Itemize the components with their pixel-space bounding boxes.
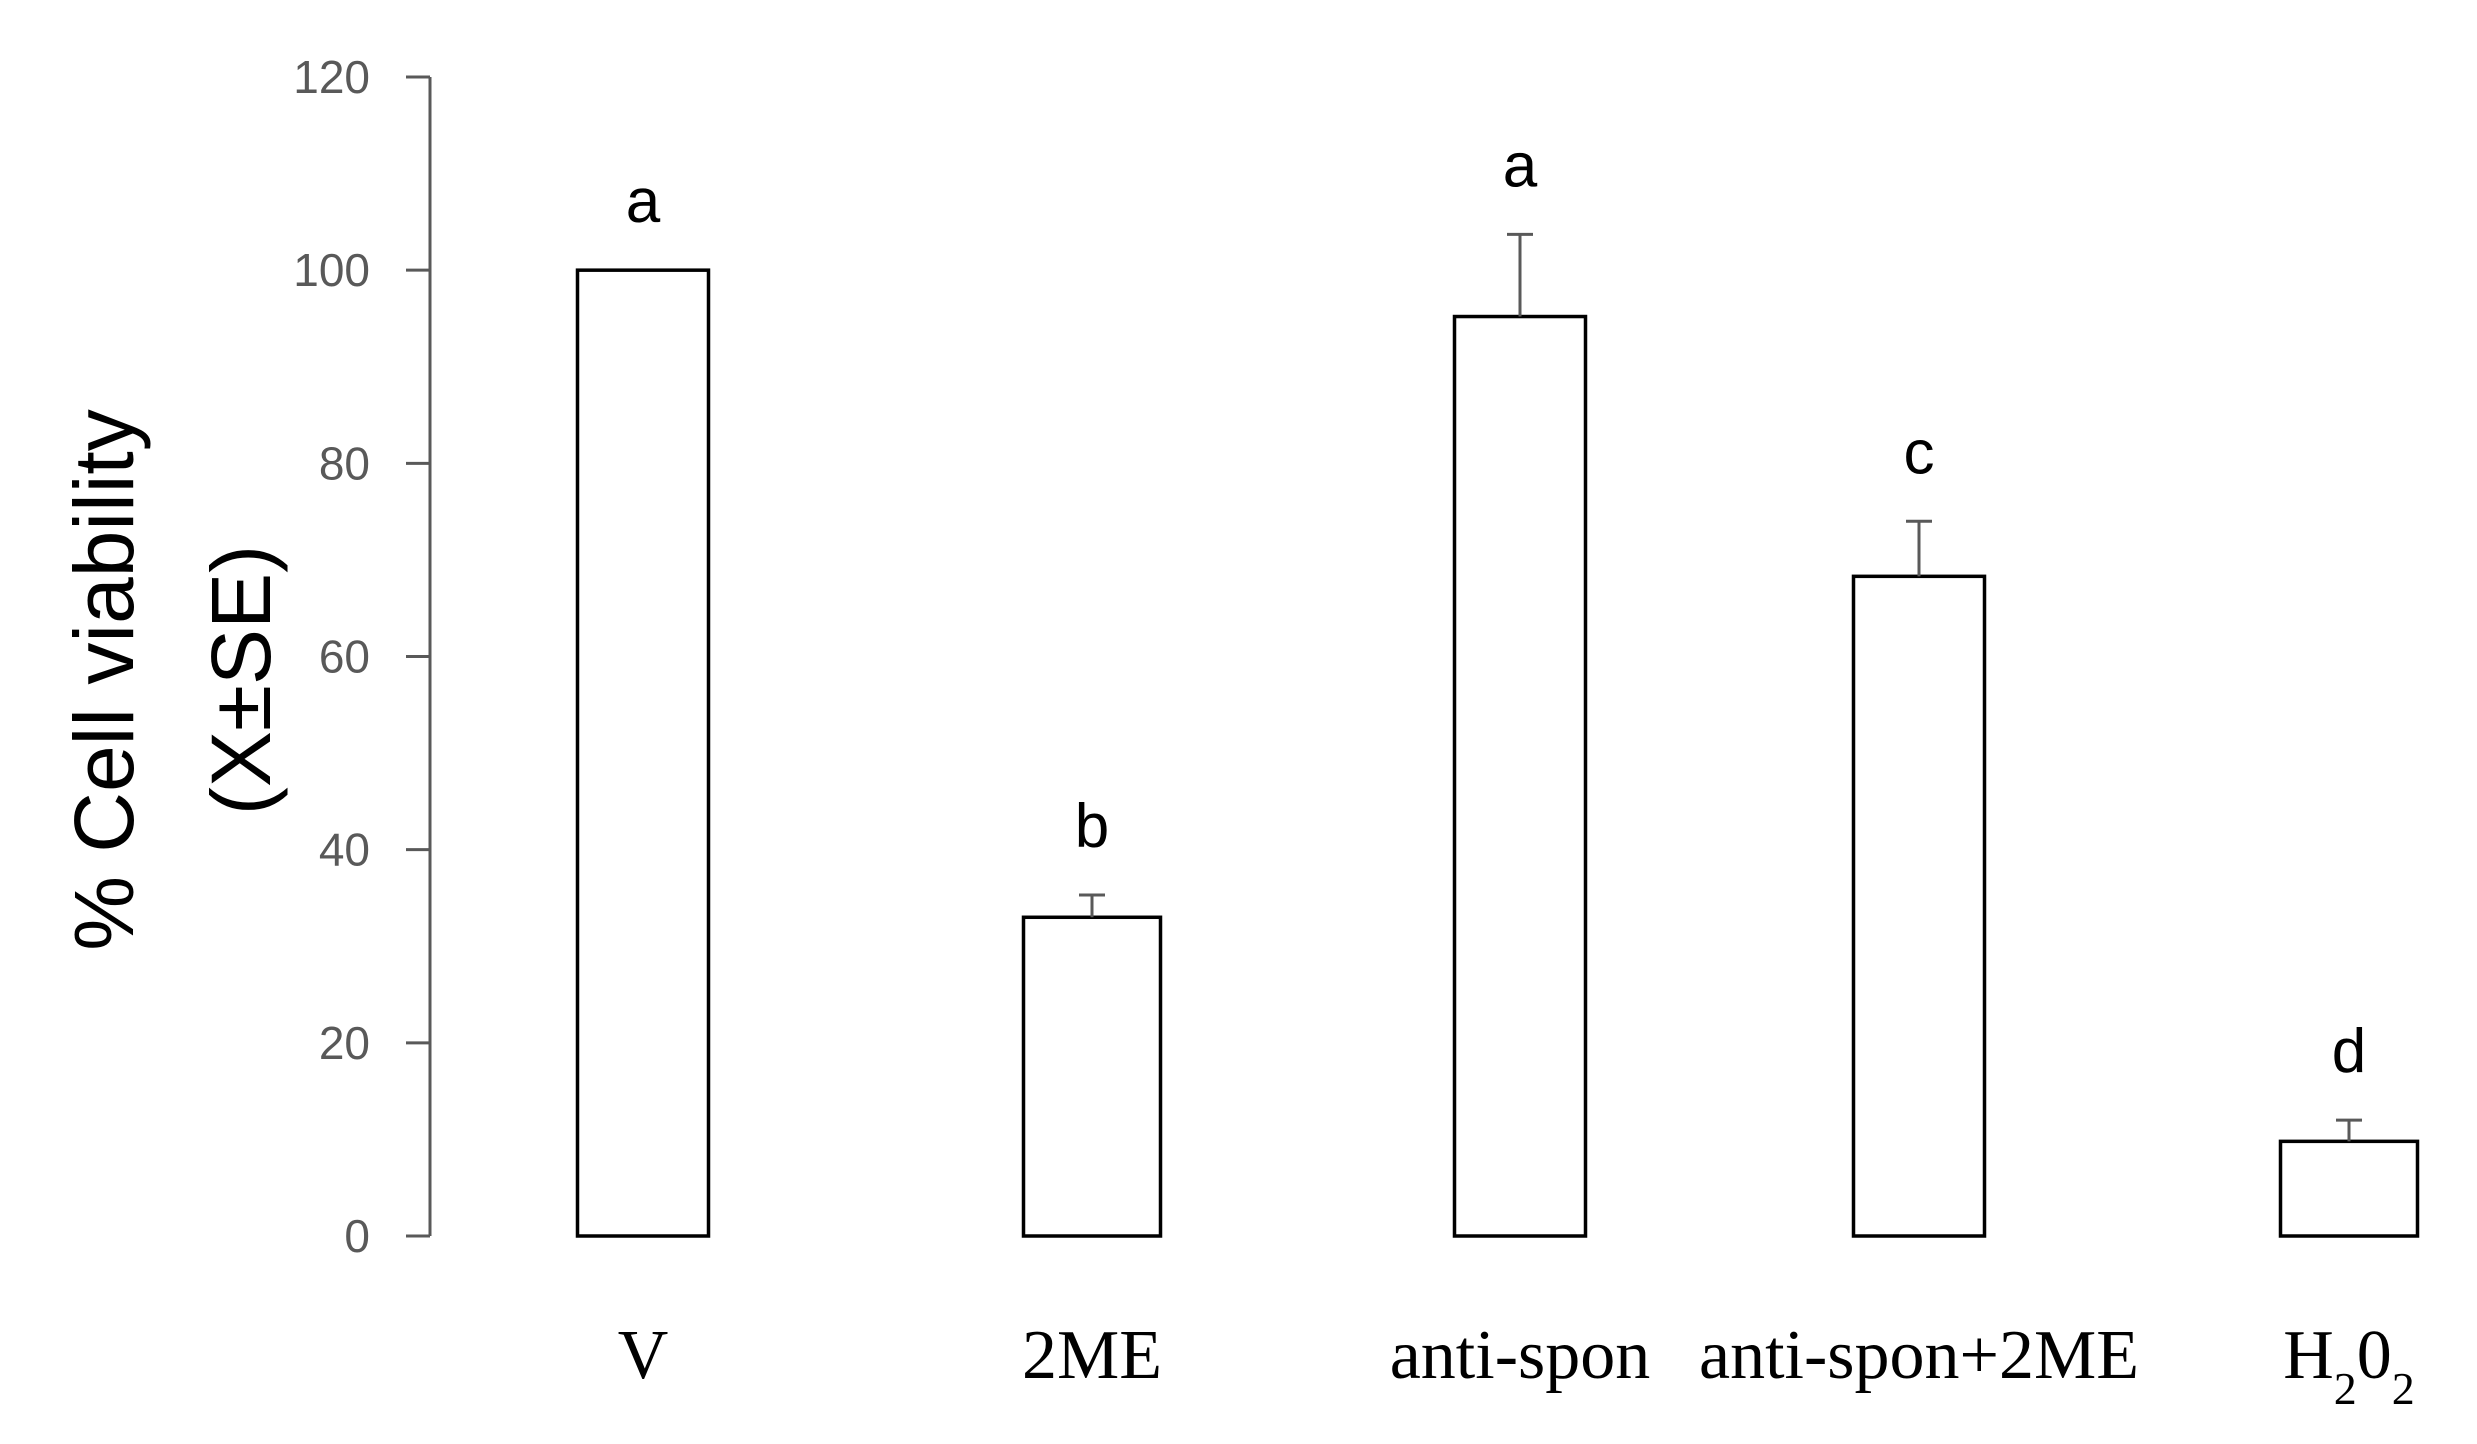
bar [1452, 314, 1588, 1238]
x-category-label: V [618, 1317, 669, 1394]
significance-label: c [1904, 418, 1935, 487]
significance-label: a [626, 167, 661, 236]
y-tick-label: 120 [293, 51, 370, 103]
y-tick-label: 0 [344, 1210, 370, 1262]
significance-label: b [1075, 792, 1109, 861]
bar [575, 268, 711, 1238]
y-axis-title: % Cell viability (X±SE) [57, 409, 288, 951]
y-tick-label: 100 [293, 244, 370, 296]
bars: a b a c d [575, 131, 2420, 1238]
x-category-label: anti-spon+2ME [1699, 1317, 2139, 1394]
x-category-label: H202 [2283, 1317, 2415, 1414]
y-tick-label: 60 [319, 631, 370, 683]
y-tick-label: 80 [319, 437, 370, 489]
x-category-label: 2ME [1022, 1317, 1162, 1394]
y-axis-title-line-2: (X±SE) [194, 545, 288, 815]
x-category-label: anti-spon [1390, 1317, 1651, 1394]
bar [2278, 1139, 2420, 1238]
x-axis-labels: V 2ME anti-spon anti-spon+2ME H202 [618, 1317, 2415, 1414]
significance-label: a [1503, 131, 1538, 200]
y-tick-label: 40 [319, 824, 370, 876]
bar [1021, 915, 1163, 1238]
y-tick-label: 20 [319, 1017, 370, 1069]
significance-label: d [2332, 1017, 2366, 1086]
y-axis-title-line-1: % Cell viability [57, 409, 151, 951]
bar [1851, 574, 1987, 1238]
y-axis: 0 20 40 60 80 100 120 [293, 51, 432, 1262]
